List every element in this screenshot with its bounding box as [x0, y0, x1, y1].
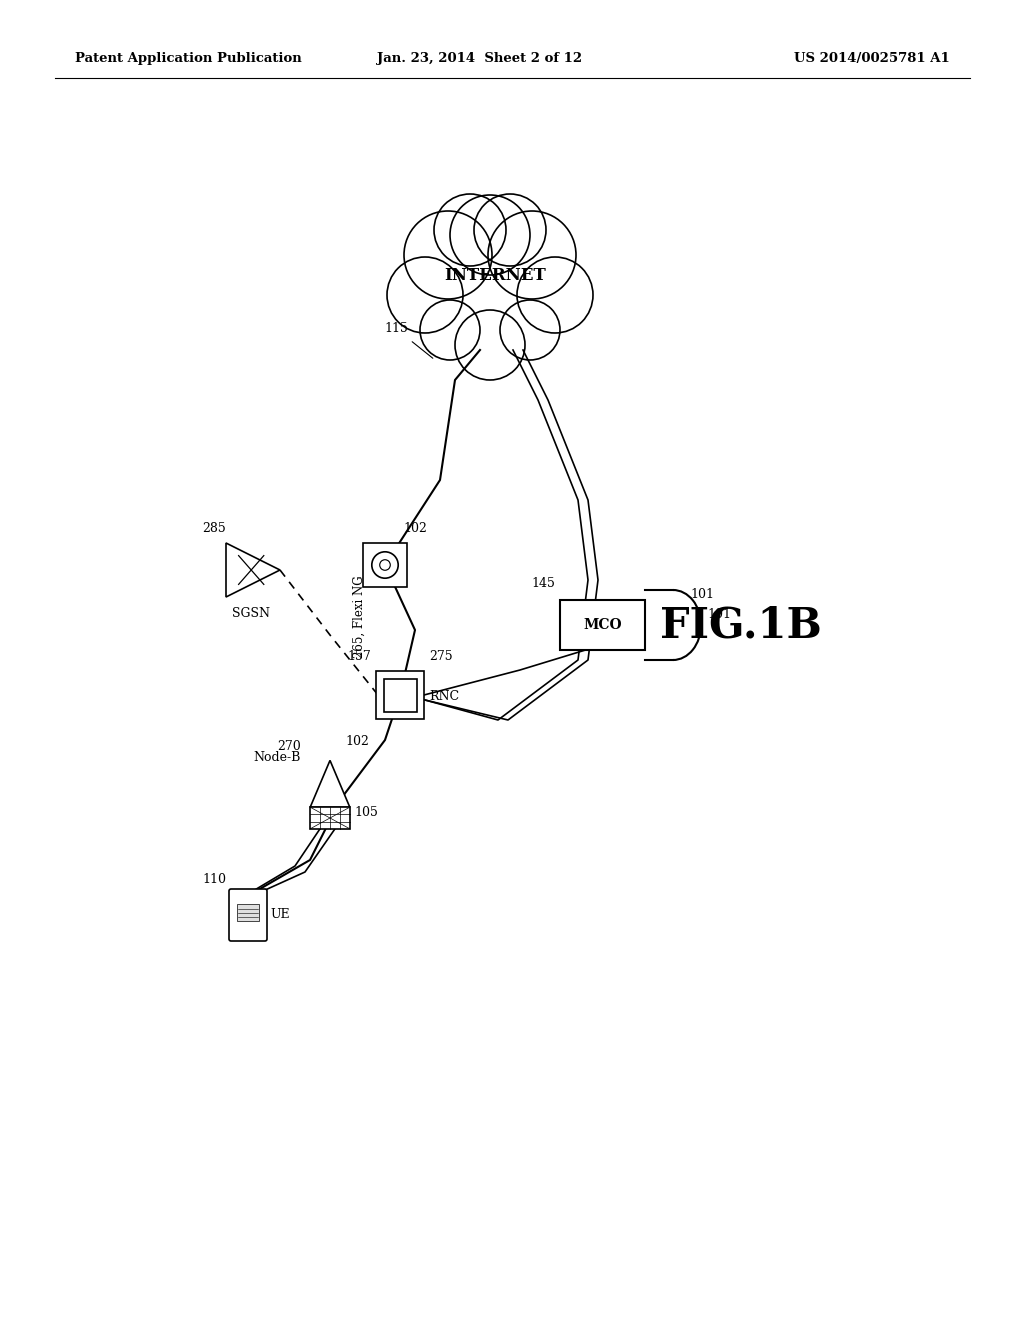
Circle shape [450, 195, 530, 275]
Ellipse shape [410, 215, 570, 345]
Bar [362, 543, 407, 587]
Bar [310, 808, 350, 829]
Text: Jan. 23, 2014  Sheet 2 of 12: Jan. 23, 2014 Sheet 2 of 12 [378, 51, 583, 65]
Circle shape [517, 257, 593, 333]
Text: 145: 145 [531, 577, 555, 590]
Bar [238, 904, 259, 921]
Polygon shape [310, 760, 350, 808]
Circle shape [474, 194, 546, 267]
Text: 110: 110 [202, 873, 226, 886]
Text: SGSN: SGSN [232, 607, 270, 620]
Text: MCO: MCO [584, 618, 622, 632]
Text: 285: 285 [203, 521, 226, 535]
Text: RNC: RNC [429, 690, 459, 704]
Polygon shape [226, 543, 280, 597]
Text: 275: 275 [429, 649, 453, 663]
Text: FIG.1B: FIG.1B [660, 605, 821, 645]
Text: 102: 102 [345, 735, 369, 748]
Text: 115: 115 [384, 322, 408, 335]
Bar [376, 671, 424, 719]
Text: UE: UE [270, 908, 290, 921]
Bar [384, 678, 417, 711]
Circle shape [488, 211, 575, 300]
Circle shape [455, 310, 525, 380]
FancyBboxPatch shape [229, 888, 267, 941]
Circle shape [372, 552, 398, 578]
Text: Patent Application Publication: Patent Application Publication [75, 51, 302, 65]
Text: 157: 157 [347, 649, 371, 663]
Circle shape [500, 300, 560, 360]
Text: 102: 102 [403, 521, 427, 535]
Circle shape [380, 560, 390, 570]
Circle shape [387, 257, 463, 333]
Text: INTERNET: INTERNET [444, 267, 546, 284]
Circle shape [420, 300, 480, 360]
Text: 105: 105 [354, 807, 379, 820]
Text: Node-B: Node-B [254, 751, 301, 764]
Text: 101: 101 [690, 589, 714, 602]
Circle shape [404, 211, 492, 300]
Text: 270: 270 [278, 741, 301, 754]
Text: US 2014/0025781 A1: US 2014/0025781 A1 [795, 51, 950, 65]
Text: 265, Flexi NG: 265, Flexi NG [352, 576, 366, 657]
Circle shape [434, 194, 506, 267]
Text: 101: 101 [707, 609, 731, 622]
Bar [560, 601, 645, 649]
